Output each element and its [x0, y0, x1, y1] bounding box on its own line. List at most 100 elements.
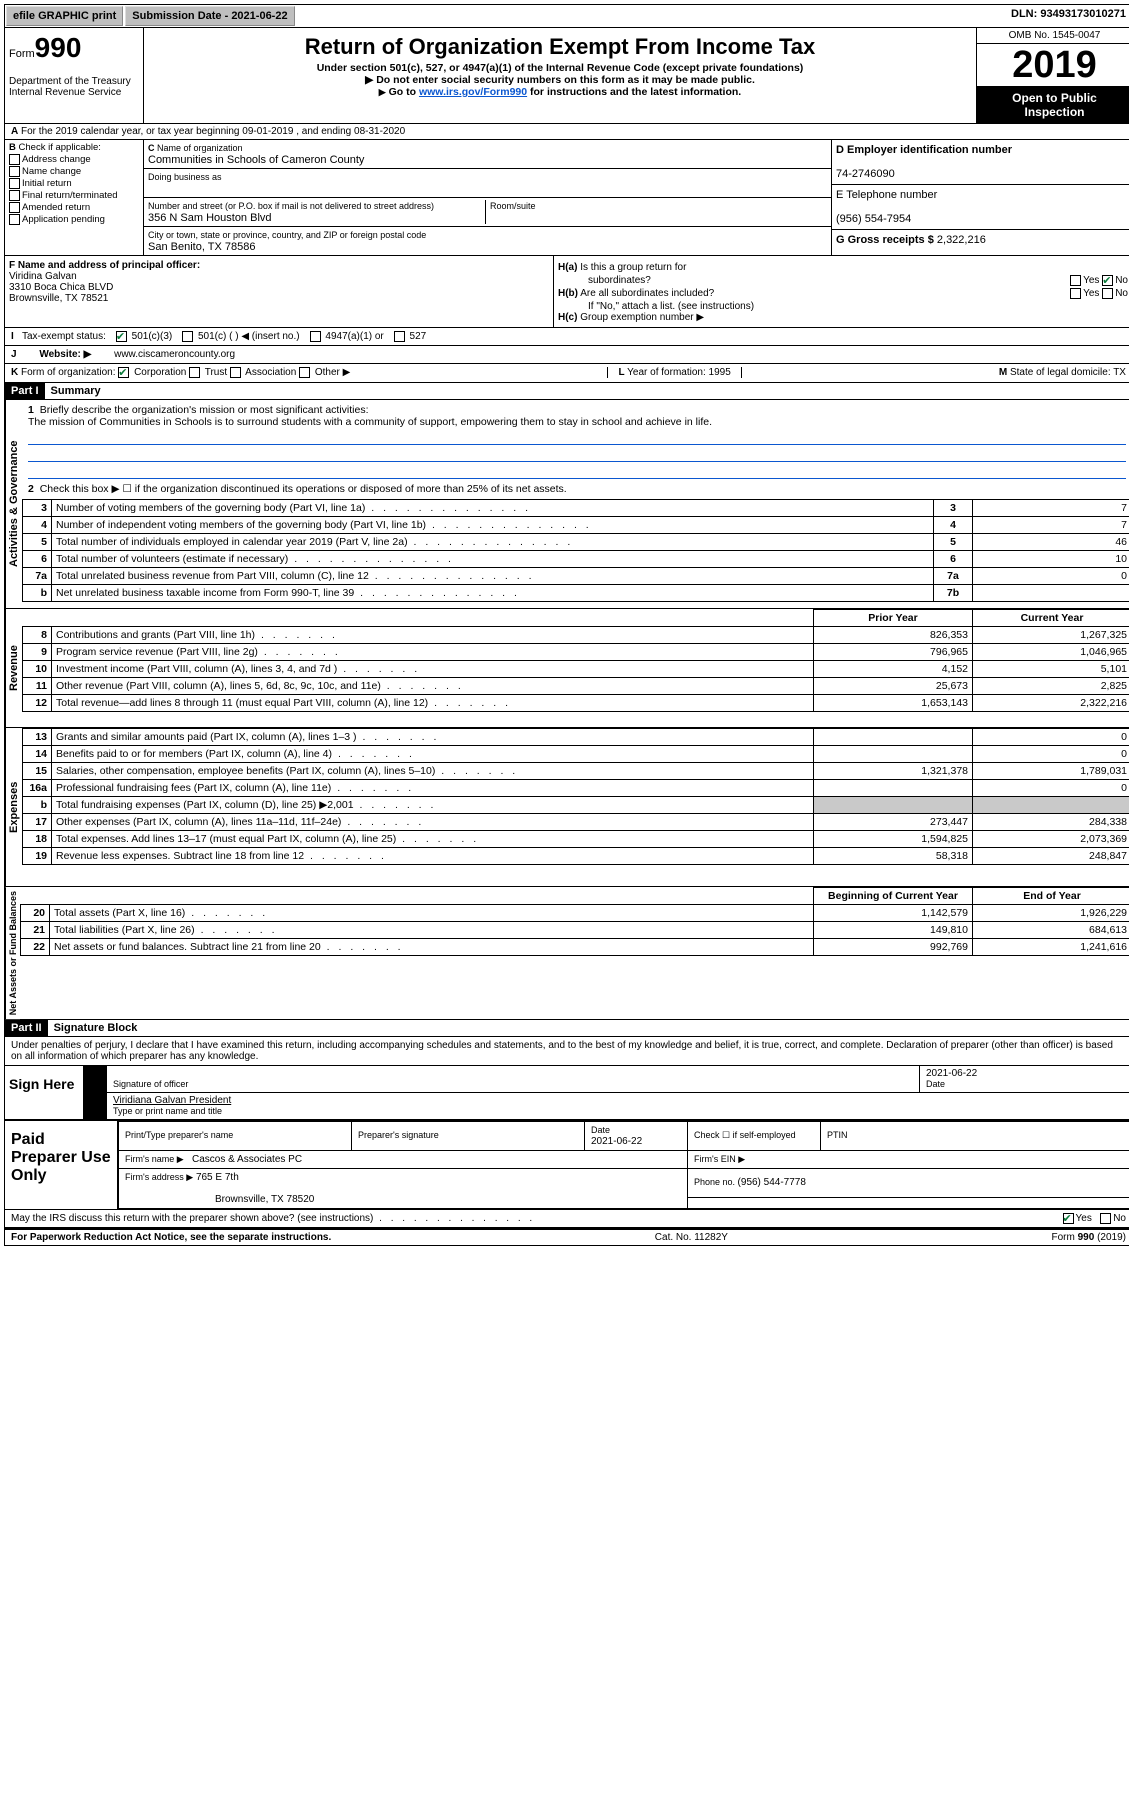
- self-employed-label[interactable]: Check ☐ if self-employed: [694, 1130, 796, 1140]
- check-applicable-label: Check if applicable:: [19, 142, 101, 153]
- cb-initial-return[interactable]: Initial return: [9, 178, 139, 189]
- city-label: City or town, state or province, country…: [148, 230, 426, 240]
- table-row: bTotal fundraising expenses (Part IX, co…: [23, 796, 1129, 813]
- part1-title: Summary: [45, 383, 107, 399]
- name-title-label: Type or print name and title: [113, 1106, 222, 1116]
- dept-irs: Internal Revenue Service: [9, 87, 139, 98]
- discuss-yes[interactable]: [1063, 1213, 1074, 1224]
- governance-table: 3Number of voting members of the governi…: [22, 499, 1129, 602]
- cb-501c[interactable]: [182, 331, 193, 342]
- sig-marker-icon: [84, 1093, 107, 1119]
- line2-text: Check this box ▶ ☐ if the organization d…: [40, 483, 567, 495]
- dept-treasury: Department of the Treasury: [9, 76, 139, 87]
- part1-netassets: Net Assets or Fund Balances Beginning of…: [4, 887, 1129, 1020]
- firm-name-label: Firm's name ▶: [125, 1154, 184, 1164]
- website-label: Website: ▶: [39, 349, 91, 360]
- officer-addr1: 3310 Boca Chica BLVD: [9, 282, 113, 293]
- part1-expenses: Expenses 13Grants and similar amounts pa…: [4, 728, 1129, 887]
- prep-name-label: Print/Type preparer's name: [125, 1130, 233, 1140]
- cb-app-pending[interactable]: Application pending: [9, 214, 139, 225]
- note2-pre: Go to: [389, 86, 419, 98]
- org-name: Communities in Schools of Cameron County: [148, 154, 364, 166]
- top-toolbar: efile GRAPHIC print Submission Date - 20…: [4, 4, 1129, 28]
- year-formation-label: Year of formation:: [627, 367, 708, 378]
- table-row: 14Benefits paid to or for members (Part …: [23, 745, 1129, 762]
- part1-header-row: Part I Summary: [4, 383, 1129, 400]
- ha-label: Is this a group return for: [580, 262, 686, 273]
- vlabel-activities: Activities & Governance: [5, 400, 22, 608]
- cb-amended[interactable]: Amended return: [9, 202, 139, 213]
- cb-corp[interactable]: [118, 367, 129, 378]
- submission-date-label: Submission Date - 2021-06-22: [125, 6, 294, 26]
- part1-badge: Part I: [5, 383, 45, 399]
- form-subtitle: Under section 501(c), 527, or 4947(a)(1)…: [148, 62, 972, 74]
- ha-no[interactable]: No: [1115, 275, 1128, 286]
- cb-trust[interactable]: [189, 367, 200, 378]
- part2-title: Signature Block: [48, 1020, 144, 1036]
- table-row: 3Number of voting members of the governi…: [23, 499, 1129, 516]
- city-state-zip: San Benito, TX 78586: [148, 241, 255, 253]
- part2-badge: Part II: [5, 1020, 48, 1036]
- dln-label: DLN: 93493173010271: [1005, 5, 1129, 27]
- cb-527[interactable]: [394, 331, 405, 342]
- form-org-label: Form of organization:: [21, 368, 116, 379]
- pra-notice: For Paperwork Reduction Act Notice, see …: [11, 1232, 331, 1243]
- note2-post: for instructions and the latest informat…: [527, 86, 741, 98]
- table-row: 18Total expenses. Add lines 13–17 (must …: [23, 830, 1129, 847]
- irs-link[interactable]: www.irs.gov/Form990: [419, 86, 527, 98]
- cb-501c3[interactable]: [116, 331, 127, 342]
- table-row: 22Net assets or fund balances. Subtract …: [21, 938, 1129, 955]
- hb-yes[interactable]: Yes: [1083, 288, 1099, 299]
- cb-assoc[interactable]: [230, 367, 241, 378]
- table-row: 10Investment income (Part VIII, column (…: [23, 660, 1129, 677]
- cb-name-change[interactable]: Name change: [9, 166, 139, 177]
- phone-label: E Telephone number: [836, 189, 937, 201]
- vlabel-netassets: Net Assets or Fund Balances: [5, 887, 20, 1019]
- vlabel-expenses: Expenses: [5, 728, 22, 886]
- phone-value: (956) 554-7954: [836, 213, 911, 225]
- street-address: 356 N Sam Houston Blvd: [148, 212, 272, 224]
- cb-address-change[interactable]: Address change: [9, 154, 139, 165]
- cb-4947[interactable]: [310, 331, 321, 342]
- entity-info-row: B Check if applicable: Address change Na…: [4, 140, 1129, 256]
- form-note-link: ▶ Go to www.irs.gov/Form990 for instruct…: [148, 86, 972, 98]
- firm-phone: (956) 544-7778: [738, 1177, 806, 1188]
- mission-text: The mission of Communities in Schools is…: [28, 416, 712, 428]
- section-f: F Name and address of principal officer:…: [5, 256, 554, 327]
- footer-row: For Paperwork Reduction Act Notice, see …: [4, 1228, 1129, 1246]
- hb-no[interactable]: No: [1115, 288, 1128, 299]
- officer-group-row: F Name and address of principal officer:…: [4, 256, 1129, 328]
- tax-status-row: I Tax-exempt status: 501(c)(3) 501(c) ( …: [4, 328, 1129, 346]
- discuss-row: May the IRS discuss this return with the…: [5, 1209, 1129, 1227]
- cb-final-return[interactable]: Final return/terminated: [9, 190, 139, 201]
- table-row: 12Total revenue—add lines 8 through 11 (…: [23, 694, 1129, 711]
- ptin-label: PTIN: [827, 1130, 848, 1140]
- omb-number: OMB No. 1545-0047: [977, 28, 1129, 44]
- officer-addr2: Brownsville, TX 78521: [9, 293, 108, 304]
- form-note-ssn: Do not enter social security numbers on …: [148, 74, 972, 86]
- discuss-no[interactable]: [1100, 1213, 1111, 1224]
- sig-officer-label: Signature of officer: [113, 1079, 188, 1089]
- prep-date-label: Date: [591, 1125, 610, 1135]
- form-prefix: Form: [9, 48, 35, 60]
- efile-print-button[interactable]: efile GRAPHIC print: [6, 6, 123, 26]
- table-header-row: Beginning of Current YearEnd of Year: [21, 887, 1129, 904]
- table-row: 4Number of independent voting members of…: [23, 516, 1129, 533]
- revenue-table: Prior YearCurrent Year8Contributions and…: [22, 609, 1129, 712]
- prep-sig-label: Preparer's signature: [358, 1130, 439, 1140]
- form-number: Form990: [9, 32, 139, 64]
- website-value: www.ciscameroncounty.org: [114, 349, 235, 360]
- period-text: For the 2019 calendar year, or tax year …: [21, 126, 405, 137]
- firm-phone-label: Phone no.: [694, 1177, 738, 1187]
- table-row: 7aTotal unrelated business revenue from …: [23, 567, 1129, 584]
- section-h: H(a) Is this a group return for subordin…: [554, 256, 1129, 327]
- cb-other[interactable]: [299, 367, 310, 378]
- ha-yes[interactable]: Yes: [1083, 275, 1099, 286]
- signature-block: Under penalties of perjury, I declare th…: [4, 1037, 1129, 1228]
- table-row: 6Total number of volunteers (estimate if…: [23, 550, 1129, 567]
- year-formation: 1995: [709, 367, 731, 378]
- tax-status-label: Tax-exempt status:: [22, 331, 106, 342]
- officer-name-title: Viridiana Galvan President: [113, 1095, 231, 1106]
- section-c: C Name of organization Communities in Sc…: [144, 140, 832, 255]
- part1-revenue: Revenue Prior YearCurrent Year8Contribut…: [4, 609, 1129, 728]
